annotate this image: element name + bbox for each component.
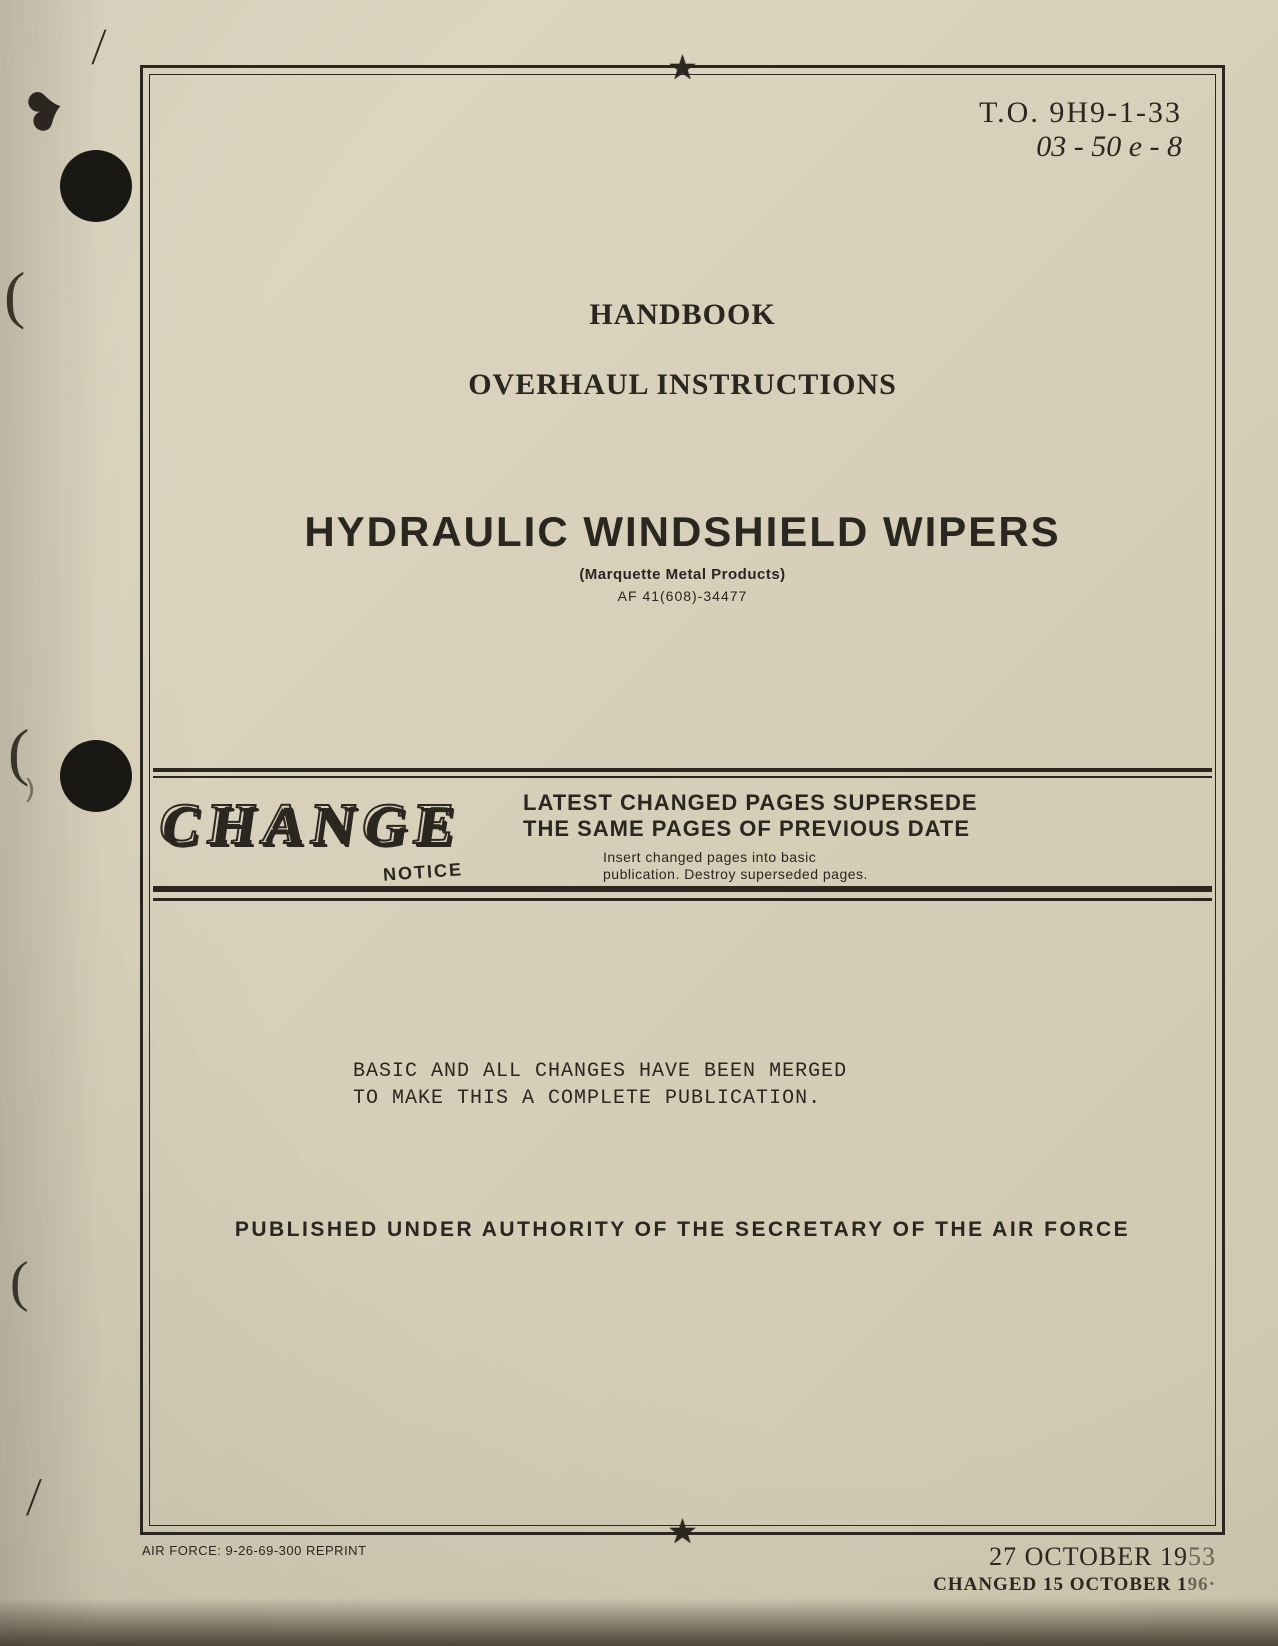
pen-stroke: ⁄ [88, 20, 109, 73]
tech-order-handwritten: 03 - 50 e - 8 [979, 130, 1182, 164]
hole-punch [60, 150, 132, 222]
star-icon: ★ [667, 1512, 697, 1552]
date-block: 27 OCTOBER 1953 CHANGED 15 OCTOBER 196· [933, 1542, 1216, 1596]
change-notice-band: CHANGE NOTICE LATEST CHANGED PAGES SUPER… [153, 768, 1212, 908]
changed-date: CHANGED 15 OCTOBER 196· [933, 1574, 1216, 1596]
change-subtext: Insert changed pages into basic publicat… [523, 849, 1198, 884]
merge-note: BASIC AND ALL CHANGES HAVE BEEN MERGED T… [353, 1058, 847, 1112]
band-rule [153, 768, 1212, 772]
merge-l2: TO MAKE THIS A COMPLETE PUBLICATION. [353, 1087, 821, 1110]
pen-stroke: ⁄ [23, 1470, 45, 1525]
contract-reference: AF 41(608)-34477 [143, 588, 1222, 604]
change-headline-l1: LATEST CHANGED PAGES SUPERSEDE [523, 790, 978, 815]
tech-order-block: T.O. 9H9-1-33 03 - 50 e - 8 [979, 96, 1182, 164]
change-sub-l2: publication. Destroy superseded pages. [603, 866, 868, 882]
star-icon: ★ [667, 48, 697, 88]
hole-punch [60, 740, 132, 812]
paren-mark: ⁾ [24, 770, 36, 826]
change-word: CHANGE [154, 790, 466, 857]
paren-mark: ( [4, 258, 25, 332]
band-rule [153, 776, 1212, 778]
bottom-shadow [0, 1598, 1278, 1646]
faded-digits: 96· [1188, 1574, 1216, 1595]
band-rule [153, 898, 1212, 901]
original-date: 27 OCTOBER 1953 [933, 1542, 1216, 1572]
heading-handbook: HANDBOOK [143, 298, 1222, 332]
change-text-block: LATEST CHANGED PAGES SUPERSEDE THE SAME … [523, 790, 1198, 884]
scanned-page: ⁄ ❥ ( ( ⁾ ( ⁄ ★ ★ T.O. 9H9-1-33 03 - 50 … [0, 0, 1278, 1646]
ink-blot: ❥ [15, 75, 75, 148]
change-sub-l1: Insert changed pages into basic [603, 849, 816, 865]
merge-l1: BASIC AND ALL CHANGES HAVE BEEN MERGED [353, 1060, 847, 1083]
tech-order-number: T.O. 9H9-1-33 [979, 96, 1182, 130]
faded-digits: 53 [1188, 1542, 1216, 1571]
reprint-note: AIR FORCE: 9-26-69-300 REPRINT [142, 1543, 367, 1558]
band-rule [153, 886, 1212, 892]
document-title: HYDRAULIC WINDSHIELD WIPERS [143, 508, 1222, 556]
heading-overhaul: OVERHAUL INSTRUCTIONS [143, 368, 1222, 402]
paren-mark: ( [10, 1250, 29, 1314]
change-headline: LATEST CHANGED PAGES SUPERSEDE THE SAME … [523, 790, 1198, 843]
authority-line: PUBLISHED UNDER AUTHORITY OF THE SECRETA… [143, 1218, 1222, 1242]
notice-word: NOTICE [382, 859, 463, 886]
change-headline-l2: THE SAME PAGES OF PREVIOUS DATE [523, 816, 970, 841]
manufacturer-line: (Marquette Metal Products) [143, 566, 1222, 583]
page-frame: ★ ★ T.O. 9H9-1-33 03 - 50 e - 8 HANDBOOK… [140, 65, 1225, 1535]
